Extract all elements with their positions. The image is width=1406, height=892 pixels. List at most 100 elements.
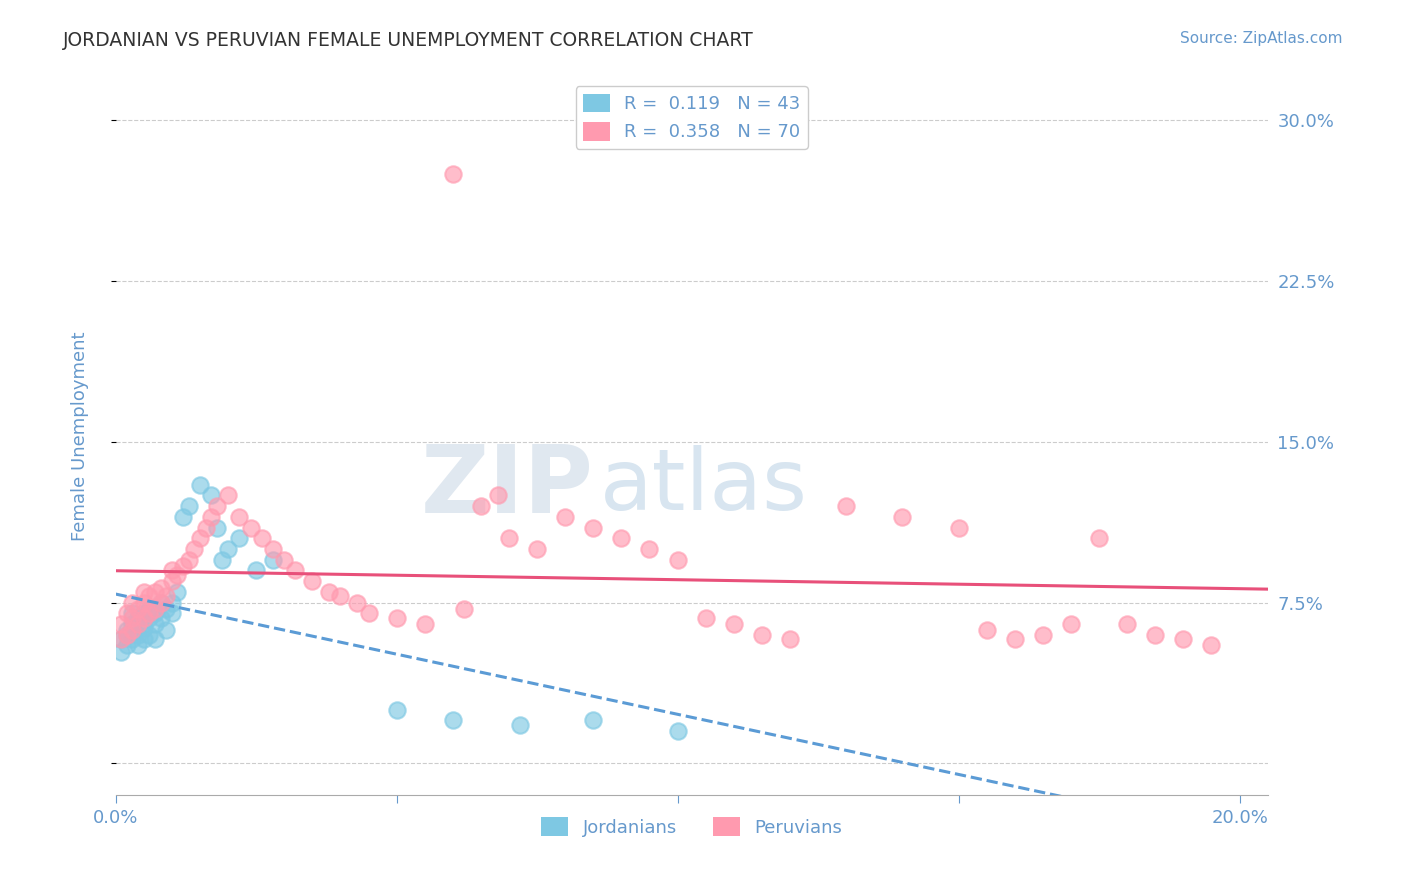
Point	[413, 616, 436, 631]
Point	[1004, 632, 1026, 646]
Point	[121, 616, 143, 631]
Point	[1032, 628, 1054, 642]
Point	[470, 499, 492, 513]
Point	[194, 520, 217, 534]
Point	[554, 509, 576, 524]
Point	[610, 531, 633, 545]
Point	[110, 616, 132, 631]
Point	[110, 645, 132, 659]
Point	[149, 610, 172, 624]
Point	[1116, 616, 1139, 631]
Point	[110, 632, 132, 646]
Point	[1144, 628, 1167, 642]
Legend: Jordanians, Peruvians: Jordanians, Peruvians	[534, 810, 849, 844]
Point	[132, 616, 155, 631]
Point	[160, 595, 183, 609]
Point	[1060, 616, 1083, 631]
Point	[526, 541, 548, 556]
Point	[132, 595, 155, 609]
Point	[284, 563, 307, 577]
Point	[666, 724, 689, 739]
Point	[127, 610, 149, 624]
Point	[262, 541, 284, 556]
Point	[132, 610, 155, 624]
Point	[205, 499, 228, 513]
Text: atlas: atlas	[599, 445, 807, 528]
Point	[498, 531, 520, 545]
Point	[166, 584, 188, 599]
Point	[582, 520, 605, 534]
Point	[228, 531, 250, 545]
Point	[138, 589, 160, 603]
Point	[217, 488, 239, 502]
Point	[453, 602, 475, 616]
Point	[143, 616, 166, 631]
Point	[121, 595, 143, 609]
Point	[177, 499, 200, 513]
Point	[155, 589, 177, 603]
Text: Source: ZipAtlas.com: Source: ZipAtlas.com	[1180, 31, 1343, 46]
Point	[976, 624, 998, 638]
Point	[385, 703, 408, 717]
Point	[695, 610, 717, 624]
Point	[132, 632, 155, 646]
Point	[138, 628, 160, 642]
Point	[127, 628, 149, 642]
Point	[138, 606, 160, 620]
Point	[127, 602, 149, 616]
Point	[155, 624, 177, 638]
Point	[110, 632, 132, 646]
Point	[228, 509, 250, 524]
Point	[329, 589, 352, 603]
Point	[188, 531, 211, 545]
Point	[115, 639, 138, 653]
Point	[132, 621, 155, 635]
Point	[143, 606, 166, 620]
Point	[115, 606, 138, 620]
Point	[121, 610, 143, 624]
Point	[273, 552, 295, 566]
Point	[385, 610, 408, 624]
Point	[149, 595, 172, 609]
Point	[441, 167, 464, 181]
Point	[183, 541, 205, 556]
Point	[318, 584, 340, 599]
Point	[143, 602, 166, 616]
Point	[127, 639, 149, 653]
Point	[149, 595, 172, 609]
Point	[239, 520, 262, 534]
Point	[127, 616, 149, 631]
Point	[723, 616, 745, 631]
Point	[200, 488, 222, 502]
Point	[346, 595, 368, 609]
Point	[582, 714, 605, 728]
Text: JORDANIAN VS PERUVIAN FEMALE UNEMPLOYMENT CORRELATION CHART: JORDANIAN VS PERUVIAN FEMALE UNEMPLOYMEN…	[63, 31, 754, 50]
Point	[891, 509, 914, 524]
Point	[200, 509, 222, 524]
Point	[1088, 531, 1111, 545]
Point	[357, 606, 380, 620]
Point	[160, 574, 183, 588]
Point	[166, 567, 188, 582]
Point	[115, 624, 138, 638]
Point	[121, 606, 143, 620]
Point	[205, 520, 228, 534]
Point	[1201, 639, 1223, 653]
Point	[245, 563, 267, 577]
Point	[262, 552, 284, 566]
Point	[217, 541, 239, 556]
Y-axis label: Female Unemployment: Female Unemployment	[72, 332, 89, 541]
Point	[188, 477, 211, 491]
Point	[177, 552, 200, 566]
Point	[250, 531, 273, 545]
Point	[835, 499, 858, 513]
Point	[121, 632, 143, 646]
Point	[666, 552, 689, 566]
Point	[301, 574, 323, 588]
Point	[948, 520, 970, 534]
Point	[160, 606, 183, 620]
Point	[160, 563, 183, 577]
Point	[138, 602, 160, 616]
Text: ZIP: ZIP	[420, 441, 593, 533]
Point	[1173, 632, 1195, 646]
